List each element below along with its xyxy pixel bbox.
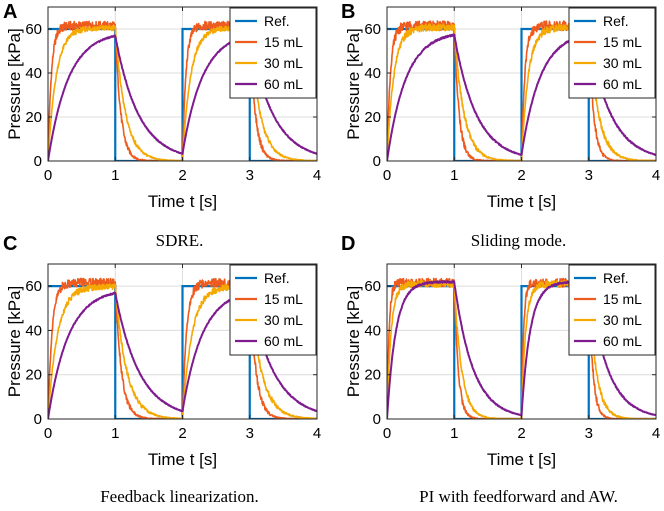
x-tick-label: 1 — [450, 167, 458, 184]
x-tick-label: 0 — [44, 425, 52, 442]
panel-letter: A — [3, 1, 17, 23]
panel-letter: C — [3, 233, 17, 255]
y-tick-label: 20 — [364, 367, 381, 384]
y-axis-label: Pressure [kPa] — [5, 28, 24, 140]
legend-label: 60 mL — [603, 76, 642, 92]
x-tick-label: 2 — [517, 167, 525, 184]
panel-caption: SDRE. — [156, 231, 204, 250]
x-tick-label: 3 — [246, 167, 254, 184]
y-axis-label: Pressure [kPa] — [5, 286, 24, 398]
y-tick-label: 40 — [364, 65, 381, 82]
x-tick-label: 4 — [652, 167, 660, 184]
legend-label: 15 mL — [264, 34, 303, 50]
legend: Ref. 15 mL 30 mL 60 mL — [568, 7, 656, 99]
legend: Ref. 15 mL 30 mL 60 mL — [229, 7, 317, 99]
y-axis-label: Pressure [kPa] — [344, 286, 363, 398]
legend-label: 60 mL — [603, 333, 642, 349]
panel-letter: D — [341, 233, 355, 255]
y-tick-label: 60 — [25, 21, 42, 38]
x-tick-label: 3 — [585, 167, 593, 184]
panel-caption: Sliding mode. — [471, 231, 566, 250]
legend-label: 60 mL — [264, 333, 303, 349]
x-axis-label: Time t [s] — [148, 450, 217, 469]
y-tick-label: 0 — [373, 153, 381, 170]
x-tick-label: 4 — [313, 167, 321, 184]
legend-label: 15 mL — [603, 34, 642, 50]
y-tick-label: 20 — [25, 109, 42, 126]
legend-label: 60 mL — [264, 76, 303, 92]
series-line-ref — [48, 285, 317, 419]
x-axis-label: Time t [s] — [487, 450, 556, 469]
legend-label: Ref. — [264, 13, 290, 29]
legend: Ref. 15 mL 30 mL 60 mL — [568, 264, 656, 356]
x-tick-label: 3 — [246, 425, 254, 442]
y-tick-label: 0 — [34, 411, 42, 428]
y-tick-label: 20 — [364, 109, 381, 126]
legend-label: 30 mL — [603, 312, 642, 328]
y-tick-label: 0 — [373, 411, 381, 428]
series-line-15ml — [48, 277, 317, 419]
x-tick-label: 0 — [383, 167, 391, 184]
x-tick-label: 3 — [585, 425, 593, 442]
x-tick-label: 4 — [313, 425, 321, 442]
x-tick-label: 0 — [383, 425, 391, 442]
panel-caption: PI with feedforward and AW. — [419, 487, 618, 506]
series-line-60ml — [387, 32, 656, 161]
x-axis-label: Time t [s] — [487, 192, 556, 211]
legend-label: 30 mL — [264, 312, 303, 328]
x-tick-label: 2 — [178, 425, 186, 442]
x-tick-label: 0 — [44, 167, 52, 184]
y-tick-label: 40 — [25, 322, 42, 339]
legend-label: 30 mL — [264, 55, 303, 71]
x-axis-label: Time t [s] — [148, 192, 217, 211]
series-line-60ml — [48, 291, 317, 419]
panel-letter: B — [341, 1, 355, 23]
series-line-ref — [387, 285, 656, 419]
y-tick-label: 60 — [364, 21, 381, 38]
y-tick-label: 0 — [34, 153, 42, 170]
y-tick-label: 40 — [25, 65, 42, 82]
legend-label: 15 mL — [603, 291, 642, 307]
x-tick-label: 2 — [178, 167, 186, 184]
series-line-ref — [48, 27, 317, 161]
x-tick-label: 1 — [450, 425, 458, 442]
y-tick-label: 20 — [25, 367, 42, 384]
legend-label: Ref. — [603, 13, 629, 29]
legend-label: Ref. — [603, 270, 629, 286]
x-tick-label: 4 — [652, 425, 660, 442]
series-group — [48, 20, 317, 161]
series-line-ref — [387, 27, 656, 161]
y-axis-label: Pressure [kPa] — [344, 28, 363, 140]
legend: Ref. 15 mL 30 mL 60 mL — [229, 264, 317, 356]
panel-caption: Feedback linearization. — [100, 487, 259, 506]
y-tick-label: 60 — [364, 278, 381, 295]
y-tick-label: 60 — [25, 278, 42, 295]
series-line-60ml — [48, 34, 317, 161]
x-tick-label: 2 — [517, 425, 525, 442]
legend-label: 30 mL — [603, 55, 642, 71]
x-tick-label: 1 — [111, 167, 119, 184]
x-tick-label: 1 — [111, 425, 119, 442]
legend-label: Ref. — [264, 270, 290, 286]
legend-label: 15 mL — [264, 291, 303, 307]
y-tick-label: 40 — [364, 322, 381, 339]
